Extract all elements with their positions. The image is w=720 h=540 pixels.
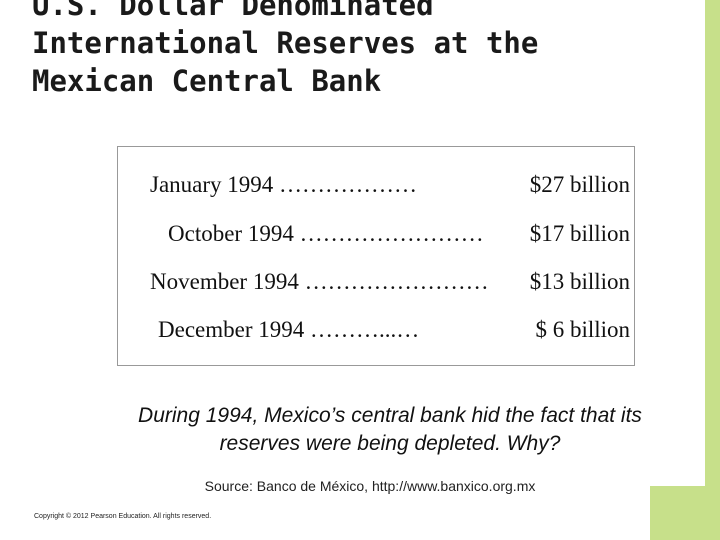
accent-block-bottom [650, 486, 720, 540]
question-line-1: During 1994, Mexico’s central bank hid t… [138, 404, 642, 427]
reserves-row-january: January 1994 ……………… $27 billion [150, 172, 630, 202]
title-line-1: U.S. Dollar Denominated [32, 0, 434, 22]
reserves-row-october: October 1994 …………………… $17 billion [168, 221, 630, 251]
title-line-2: International Reserves at the [32, 26, 539, 60]
row-period: October 1994 …………………… [168, 221, 484, 246]
source-citation: Source: Banco de México, http://www.banx… [204, 478, 536, 494]
reserves-row-december: December 1994 ………...… $ 6 billion [158, 317, 630, 347]
question-line-2: reserves were being depleted. Why? [219, 432, 561, 455]
discussion-question: During 1994, Mexico’s central bank hid t… [80, 402, 700, 458]
row-amount: $17 billion [529, 221, 630, 246]
title-line-3: Mexican Central Bank [32, 64, 382, 98]
accent-bar-right [705, 0, 720, 486]
row-period: January 1994 ……………… [150, 172, 418, 197]
slide-title: U.S. Dollar Denominated International Re… [32, 0, 672, 100]
reserves-row-november: November 1994 …………………… $13 billion [150, 269, 630, 299]
row-amount: $27 billion [529, 172, 630, 197]
copyright-notice: Copyright © 2012 Pearson Education. All … [34, 513, 212, 520]
reserves-table [117, 146, 635, 366]
row-amount: $ 6 billion [535, 317, 630, 342]
row-amount: $13 billion [529, 269, 630, 294]
row-period: November 1994 …………………… [150, 269, 489, 294]
row-period: December 1994 ………...… [158, 317, 420, 342]
